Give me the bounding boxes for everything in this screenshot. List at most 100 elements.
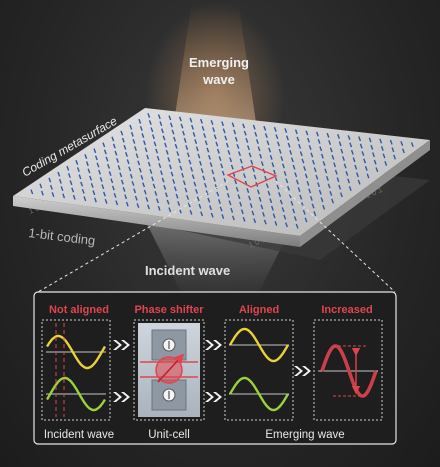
unit-dash	[98, 169, 102, 175]
unit-dash	[382, 153, 386, 159]
unit-dash	[57, 171, 61, 177]
unit-dash	[285, 178, 289, 184]
unit-dash	[373, 159, 377, 165]
unit-dash	[273, 169, 277, 175]
phase-shifter-label: Phase shifter	[134, 304, 204, 316]
unit-dash	[237, 194, 241, 200]
unit-cell-caption: Unit-cell	[148, 429, 190, 441]
unit-dash	[116, 157, 119, 163]
unit-dash	[287, 142, 291, 148]
unit-dash	[147, 161, 151, 167]
unit-dash	[78, 174, 82, 180]
unit-dash	[251, 167, 255, 173]
unit-dash	[51, 192, 55, 197]
unit-dash	[204, 140, 208, 146]
incident-wave-box	[41, 319, 111, 421]
unit-dash	[379, 138, 383, 144]
unit-dash	[168, 115, 172, 121]
unit-dash	[283, 170, 287, 176]
unit-dash	[275, 134, 279, 140]
unit-dash	[191, 174, 195, 180]
unit-dash	[189, 117, 193, 123]
unit-dash	[186, 152, 190, 158]
unit-dash	[230, 207, 234, 213]
unit-dash	[329, 147, 333, 153]
unit-dash	[87, 168, 91, 174]
unit-dash	[292, 164, 296, 170]
unit-dash	[133, 188, 137, 194]
unit-dash	[105, 156, 109, 162]
chevrons-3	[294, 366, 311, 376]
unit-dash	[162, 135, 166, 141]
unit-dash	[168, 207, 172, 213]
unit-dash	[401, 148, 405, 154]
unit-dash	[294, 129, 298, 135]
unit-dash	[384, 160, 388, 166]
emerging-wave-label-line1: Emerging	[189, 55, 249, 70]
unit-dash	[267, 190, 271, 196]
unit-dash	[313, 167, 317, 173]
unit-dash	[192, 131, 196, 137]
unit-dash	[111, 185, 115, 191]
unit-dash	[202, 175, 206, 181]
unit-dash	[134, 195, 138, 201]
unit-dash	[104, 198, 108, 204]
unit-dash	[204, 182, 207, 188]
unit-dash	[216, 191, 220, 197]
unit-dash	[350, 149, 354, 155]
unit-dash	[322, 161, 326, 166]
unit-dash	[272, 213, 276, 219]
unit-dash	[180, 123, 184, 129]
unit-dash	[132, 138, 136, 144]
aligned-wave-green	[228, 376, 290, 412]
metasurface-side-edge	[300, 140, 430, 247]
unit-dash	[93, 148, 97, 154]
unit-dash	[39, 183, 43, 189]
unit-dash	[254, 131, 258, 137]
incident-wave-label: Incident wave	[145, 263, 230, 278]
unit-dash	[268, 147, 272, 153]
aligned-box	[224, 319, 294, 421]
unit-dash	[178, 116, 182, 122]
unit-dash	[193, 181, 197, 187]
unit-dash	[372, 152, 375, 158]
unit-dash	[400, 140, 404, 146]
unit-dash	[81, 188, 85, 194]
unit-dash	[265, 183, 269, 189]
detail-panel	[33, 291, 397, 445]
unit-dash	[355, 172, 359, 178]
unit-dash	[184, 187, 188, 193]
unit-dash	[295, 179, 299, 185]
chevrons-2	[205, 340, 222, 402]
unit-dash	[262, 212, 266, 217]
unit-dash	[147, 204, 151, 210]
unit-dash	[110, 178, 114, 184]
unit-dash	[163, 184, 167, 190]
unit-dash	[215, 141, 219, 147]
unit-dash	[248, 195, 251, 201]
unit-dash	[128, 166, 132, 172]
unit-dash	[236, 143, 240, 149]
unit-dash	[364, 166, 368, 171]
unit-dash	[249, 203, 253, 208]
unit-dash	[337, 133, 340, 139]
unit-dash	[125, 152, 128, 157]
unit-dash	[164, 192, 168, 198]
unit-dash	[349, 142, 353, 148]
unit-dash	[165, 149, 169, 155]
unit-dash	[242, 123, 246, 129]
unit-dash	[226, 192, 230, 198]
unit-dash	[171, 129, 175, 135]
unit-dash	[58, 178, 62, 184]
unit-dash	[306, 180, 310, 186]
unit-dash	[138, 118, 142, 124]
unit-dash	[174, 143, 178, 149]
unit-dash	[176, 151, 180, 156]
unit-dash	[112, 143, 116, 149]
unit-dash	[225, 142, 229, 148]
unit-dash	[354, 164, 358, 170]
unit-dash	[72, 194, 76, 200]
unit-dash	[278, 148, 282, 154]
unit-dash	[221, 170, 225, 176]
unit-dash	[199, 160, 202, 166]
